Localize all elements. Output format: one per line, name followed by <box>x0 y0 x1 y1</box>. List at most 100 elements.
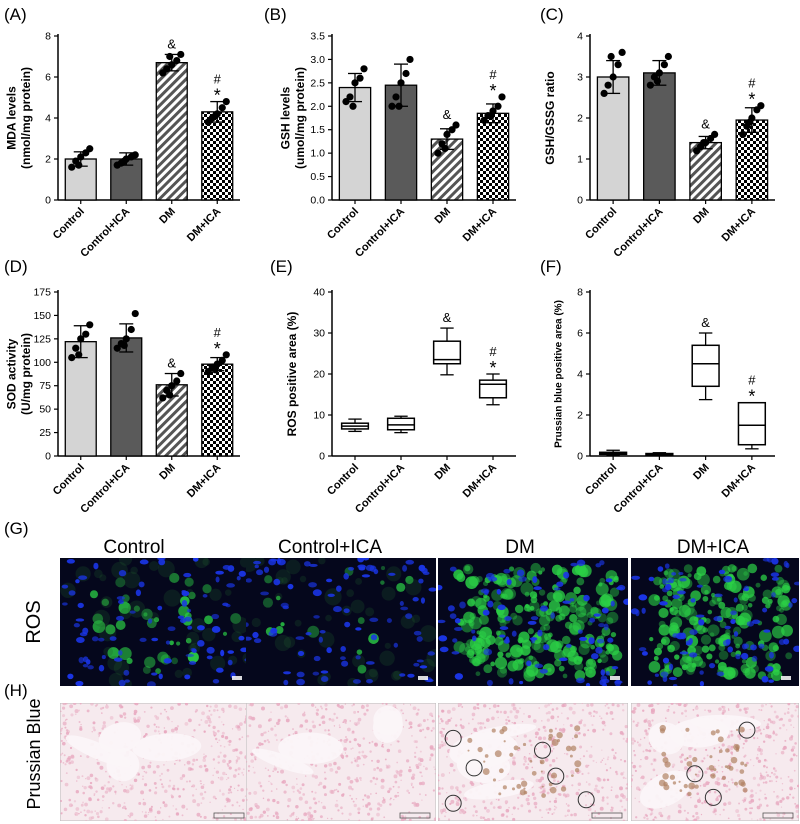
y-tick-label: 2 <box>45 154 51 166</box>
y-tick-label: 1.5 <box>310 124 325 136</box>
y-axis-label: Prussian blue positive area (%) <box>554 300 565 448</box>
scale-bar <box>399 812 431 819</box>
data-point <box>443 130 451 138</box>
significance-mark: # <box>489 344 497 359</box>
x-tick-label: DM <box>691 462 712 483</box>
significance-mark: & <box>443 107 452 122</box>
box-dm-ica <box>737 401 767 446</box>
iron-deposit-circle <box>738 721 756 739</box>
significance-mark: # <box>214 72 222 87</box>
significance-mark: & <box>701 116 710 131</box>
micro-header-dm: DM <box>505 537 535 558</box>
data-point <box>351 79 359 87</box>
significance-mark: & <box>443 310 452 325</box>
iron-deposit-circle <box>547 767 565 785</box>
data-point <box>356 74 364 82</box>
chart-sod-activity: 0 25 50 75 100 125 150 175 SOD activity(U/mg pro… <box>5 287 240 516</box>
panel-label-f: (F) <box>540 257 562 276</box>
data-point <box>711 130 719 138</box>
data-point <box>392 93 400 101</box>
data-point <box>218 356 226 365</box>
bar-dm <box>155 62 188 201</box>
data-point <box>757 102 765 110</box>
scale-bar <box>213 812 245 819</box>
data-point <box>75 161 83 169</box>
data-point <box>168 382 176 390</box>
y-tick-label: 0 <box>319 451 325 463</box>
prussian-blue-image-control <box>60 703 250 821</box>
y-tick-label: 0.5 <box>310 171 325 183</box>
data-point <box>342 98 350 106</box>
data-point <box>395 102 403 110</box>
x-tick-label: Control <box>583 462 619 498</box>
data-point <box>360 65 368 73</box>
data-point <box>120 157 128 165</box>
data-point <box>122 335 130 343</box>
iron-deposit-circle <box>686 765 704 783</box>
scale-bar <box>610 676 620 680</box>
scale-bar <box>232 676 242 680</box>
y-tick-label: 100 <box>33 357 51 369</box>
data-point <box>218 104 226 112</box>
y-tick-label: 4 <box>45 113 51 125</box>
y-tick-label: 175 <box>33 287 51 299</box>
y-axis-label: GSH levels(umol/mg protein) <box>279 67 307 169</box>
significance-mark: # <box>214 325 222 340</box>
iron-deposit-circle <box>444 794 462 812</box>
data-point <box>131 309 139 318</box>
y-tick-label: 0 <box>577 195 583 207</box>
y-axis-label: GSH/GSSG ratio <box>543 71 557 164</box>
data-point <box>127 325 135 334</box>
y-tick-label: 3 <box>577 72 583 84</box>
significance-mark: * <box>748 387 755 407</box>
x-tick-label: DM+ICA <box>719 462 758 501</box>
x-tick-label: Control <box>325 462 361 498</box>
ros-image-dm-ica <box>631 558 799 686</box>
bar-dm-ica <box>476 112 510 201</box>
data-point <box>746 118 754 126</box>
data-point <box>600 89 608 97</box>
significance-mark: * <box>214 86 221 106</box>
data-point <box>68 163 76 171</box>
prussian-blue-image-dm <box>438 703 628 821</box>
x-tick-label: DM+ICA <box>461 206 500 245</box>
data-point <box>213 360 221 368</box>
data-point <box>163 65 171 73</box>
significance-mark: & <box>167 36 176 51</box>
y-tick-label: 150 <box>33 310 51 322</box>
y-tick-label: 2 <box>577 113 583 125</box>
y-tick-label: 0 <box>577 451 583 463</box>
ros-image-control <box>60 558 250 686</box>
data-point <box>739 130 747 138</box>
y-tick-label: 1.0 <box>310 148 325 160</box>
data-point <box>653 77 661 85</box>
y-tick-label: 6 <box>577 328 583 340</box>
box-control-ica <box>386 417 416 431</box>
data-point <box>487 112 495 120</box>
data-point <box>607 52 615 61</box>
y-tick-label: 8 <box>45 31 51 43</box>
data-point <box>166 52 174 61</box>
x-tick-label: Control <box>583 206 619 242</box>
y-axis-label: ROS positive area (%) <box>285 312 299 437</box>
row-label-ros: ROS <box>23 600 45 643</box>
y-tick-label: 1 <box>577 154 583 166</box>
data-point <box>402 69 410 78</box>
micro-header-control-ica: Control+ICA <box>278 537 382 558</box>
y-tick-label: 4 <box>577 369 583 381</box>
bar-control <box>64 158 97 201</box>
x-tick-label: Control+ICA <box>353 462 407 516</box>
data-point <box>346 93 354 101</box>
data-point <box>349 102 357 110</box>
data-point <box>177 50 185 59</box>
iron-deposit-circle <box>534 741 551 759</box>
y-tick-label: 3.5 <box>310 31 325 43</box>
x-tick-label: Control+ICA <box>611 206 665 260</box>
box-dm <box>691 344 720 388</box>
box-dm <box>432 340 462 365</box>
y-tick-label: 50 <box>39 404 51 416</box>
y-tick-label: 4 <box>577 31 583 43</box>
row-label-prussian-blue: Prussian Blue <box>24 698 44 809</box>
micro-header-control: Control <box>103 537 164 558</box>
scale-bar <box>418 676 428 680</box>
